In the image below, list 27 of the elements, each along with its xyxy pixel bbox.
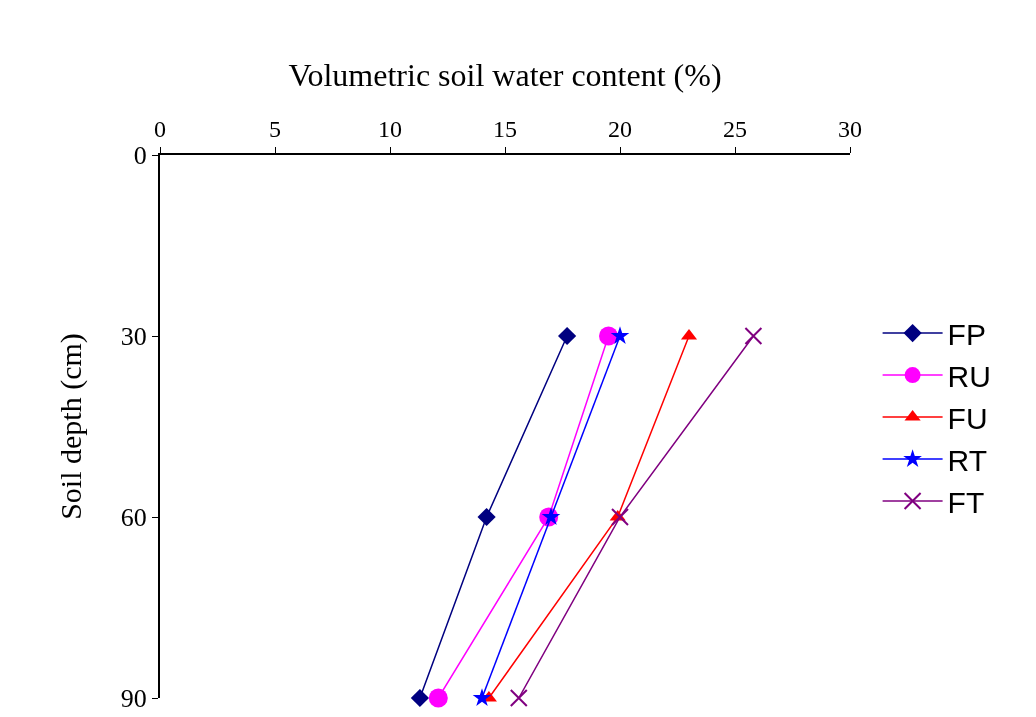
- point: [472, 688, 492, 706]
- point: [428, 688, 448, 708]
- legend-label: FT: [947, 485, 985, 519]
- x-tick-label: 20: [608, 116, 632, 143]
- legend-label: RT: [947, 443, 988, 477]
- point: [477, 507, 496, 527]
- x-tick-label: 25: [723, 116, 747, 143]
- x-tick-label: 10: [378, 116, 402, 143]
- y-tick-label: 60: [120, 503, 147, 533]
- point: [558, 326, 577, 346]
- point: [611, 508, 629, 526]
- x-tick-label: 0: [154, 116, 166, 143]
- point: [610, 326, 630, 344]
- point: [410, 688, 429, 708]
- y-tick-label: 90: [120, 684, 147, 714]
- legend-label: RU: [947, 359, 991, 393]
- y-tick-label: 30: [120, 322, 147, 352]
- y-tick-label: 0: [133, 141, 147, 171]
- x-tick-label: 15: [493, 116, 517, 143]
- legend-label: FU: [947, 401, 988, 435]
- point: [509, 689, 528, 707]
- x-tick-label: 30: [838, 116, 862, 143]
- x-tick-label: 5: [269, 116, 281, 143]
- legend-label: FP: [947, 317, 986, 351]
- point: [744, 327, 763, 345]
- y-axis-title: Soil depth (cm): [54, 333, 89, 520]
- x-axis-title: Volumetric soil water content (%): [288, 57, 722, 94]
